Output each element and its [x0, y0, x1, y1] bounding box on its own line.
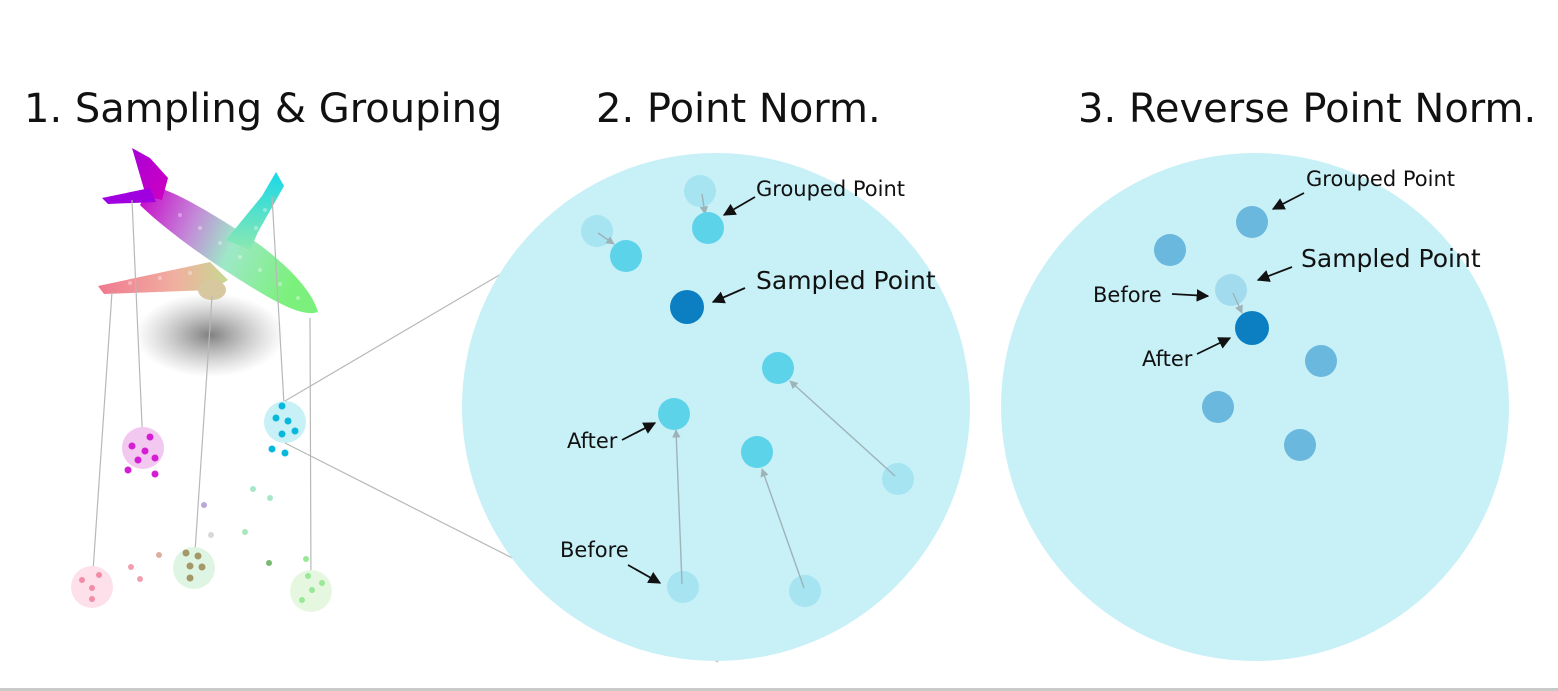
airplane-fuselage	[140, 186, 318, 314]
panel3-sampled-point-label: Sampled Point	[1301, 244, 1481, 273]
panel2-neighborhood	[462, 153, 970, 661]
panel2-sampled-point	[670, 290, 704, 324]
panel3-grouped-points	[1154, 206, 1337, 461]
panel2-big-circle	[462, 153, 970, 661]
panel2-before-label: Before	[560, 538, 629, 562]
scattered-points	[128, 486, 273, 582]
panel2-before-points	[581, 175, 914, 607]
step1-title: 1. Sampling & Grouping	[24, 86, 503, 132]
panel2-sampled-point-label: Sampled Point	[756, 266, 936, 295]
step2-title: 2. Point Norm.	[596, 86, 881, 132]
airplane-point-cloud	[98, 148, 318, 377]
panel3-sampled-after	[1235, 311, 1269, 345]
step3-title: 3. Reverse Point Norm.	[1078, 86, 1537, 132]
airplane-stabilizer	[102, 188, 156, 204]
panel3-before-label: Before	[1093, 283, 1162, 307]
airplane-dot-texture	[128, 208, 300, 300]
panel3-neighborhood	[1001, 153, 1509, 661]
panel2-label-arrows	[621, 196, 756, 584]
panel2-move-arrows	[597, 193, 896, 589]
local-group-magenta	[122, 427, 164, 478]
panel3-move-arrow	[1232, 292, 1243, 314]
airplane-right-wing	[226, 172, 284, 250]
panel3-label-arrows	[1171, 192, 1305, 355]
local-group-cyan	[264, 401, 306, 457]
airplane-tail-fin	[132, 148, 168, 200]
airplane-left-wing	[98, 262, 228, 294]
bottom-border	[0, 688, 1558, 691]
panel2-grouped-point-label: Grouped Point	[756, 177, 905, 201]
local-group-green	[290, 556, 332, 612]
group-connector-lines	[91, 195, 312, 591]
airplane-engine	[198, 280, 226, 300]
panel3-grouped-point-label: Grouped Point	[1306, 167, 1455, 191]
panel3-sampled-before	[1215, 274, 1247, 306]
panel3-after-label: After	[1142, 347, 1193, 371]
local-group-olive	[173, 547, 215, 589]
panel3-big-circle	[1001, 153, 1509, 661]
panel2-grouped-points	[610, 212, 794, 468]
panel2-after-label: After	[567, 429, 618, 453]
local-group-pink	[71, 566, 113, 608]
